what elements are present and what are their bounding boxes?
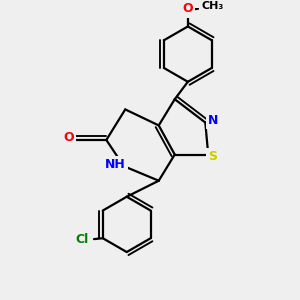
Text: CH₃: CH₃ (202, 1, 224, 11)
Text: O: O (63, 131, 74, 144)
Text: O: O (182, 2, 193, 16)
Text: N: N (208, 114, 219, 127)
Text: S: S (208, 150, 217, 164)
Text: NH: NH (105, 158, 125, 171)
Text: Cl: Cl (76, 233, 89, 246)
